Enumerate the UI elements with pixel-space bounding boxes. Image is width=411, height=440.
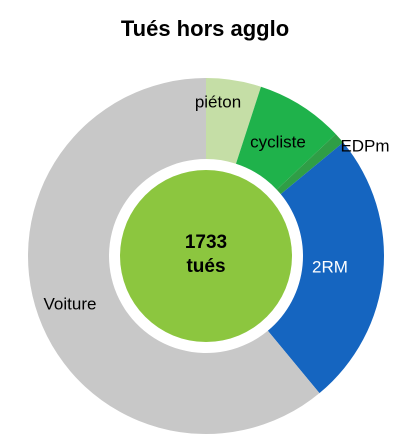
donut-segment	[267, 142, 385, 394]
segment-label: cycliste	[250, 132, 306, 151]
donut-segment	[28, 78, 320, 434]
segment-label: Voiture	[44, 294, 97, 313]
segment-label: EDPm	[340, 136, 389, 155]
donut-segment	[276, 134, 344, 195]
segment-label: piéton	[195, 92, 241, 111]
donut-segment	[206, 78, 262, 164]
segment-label: 2RM	[312, 257, 348, 276]
center-circle	[120, 170, 292, 342]
chart-title: Tués hors agglo	[121, 16, 289, 41]
center-label: tués	[186, 256, 225, 277]
donut-segment	[235, 86, 336, 190]
center-total: 1733	[185, 232, 227, 253]
